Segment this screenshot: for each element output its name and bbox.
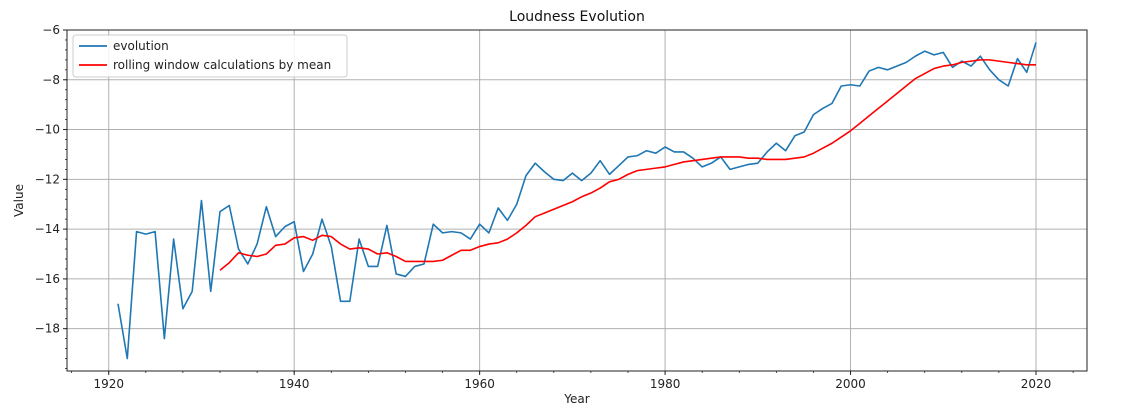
y-axis-label: Value [12,184,26,217]
x-tick-label: 2020 [1021,377,1052,391]
y-tick-label: −10 [35,123,60,137]
chart-title: Loudness Evolution [509,9,645,25]
legend-entry-label: rolling window calculations by mean [113,58,331,72]
x-tick-label: 2000 [835,377,866,391]
legend: evolution rolling window calculations by … [72,34,348,78]
x-tick-label: 1940 [279,377,310,391]
y-tick-label: −18 [35,322,60,336]
x-tick-label: 1920 [93,377,124,391]
y-tick-label: −8 [42,73,60,87]
series-line-rolling-mean [219,59,1036,271]
x-tick-label: 1960 [464,377,495,391]
plot-area-frame [66,29,1088,372]
x-axis-ticks: 1920 1940 1960 1980 2000 2020 [71,371,1074,391]
y-tick-label: −16 [35,272,60,286]
x-axis-label: Year [563,392,589,406]
series-group [117,42,1037,360]
legend-entry-label: evolution [113,39,169,53]
grid-lines [67,29,1087,371]
series-line-evolution [117,42,1037,360]
x-tick-label: 1980 [650,377,681,391]
y-tick-label: −12 [35,172,60,186]
y-axis-ticks: −18 −16 −14 −12 −10 −8 −6 [35,23,67,369]
y-tick-label: −6 [42,23,60,37]
legend-box [72,34,348,78]
y-tick-label: −14 [35,222,60,236]
